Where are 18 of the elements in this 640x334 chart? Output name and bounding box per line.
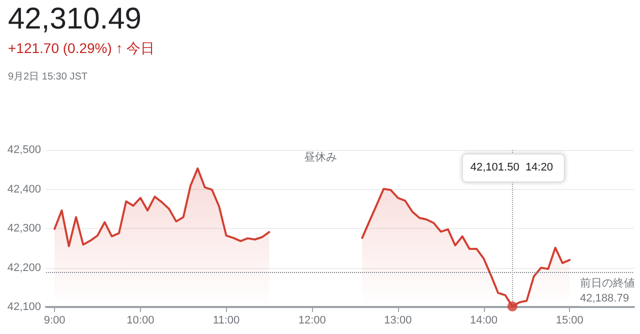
- x-tick-label: 15:00: [556, 314, 584, 326]
- chart-subtitle: +121.70 (0.29%) ↑ 今日: [8, 40, 155, 56]
- x-tick-label: 10:00: [126, 314, 154, 326]
- annotation: 昼休み: [304, 152, 338, 164]
- ref-line-label: 前日の終値 42,188.79: [580, 278, 635, 305]
- y-tick-label: 42,100: [7, 301, 41, 313]
- x-tick-label: 13:00: [384, 314, 412, 326]
- x-tick-label: 11:00: [212, 314, 240, 326]
- y-tick-label: 42,300: [7, 222, 41, 234]
- x-tick-label: 9:00: [44, 314, 66, 326]
- y-tick-label: 42,400: [7, 183, 41, 196]
- y-tick-label: 42,500: [7, 144, 41, 156]
- text: 9月2日 15:30 JST: [8, 72, 88, 82]
- x-tick-label: 14:00: [470, 314, 498, 326]
- y-tick-label: 42,200: [7, 262, 41, 274]
- annotation: 42,101.50 14:20: [470, 162, 553, 174]
- x-tick-label: 12:00: [298, 314, 326, 326]
- chart-title: 42,310.49: [8, 2, 142, 36]
